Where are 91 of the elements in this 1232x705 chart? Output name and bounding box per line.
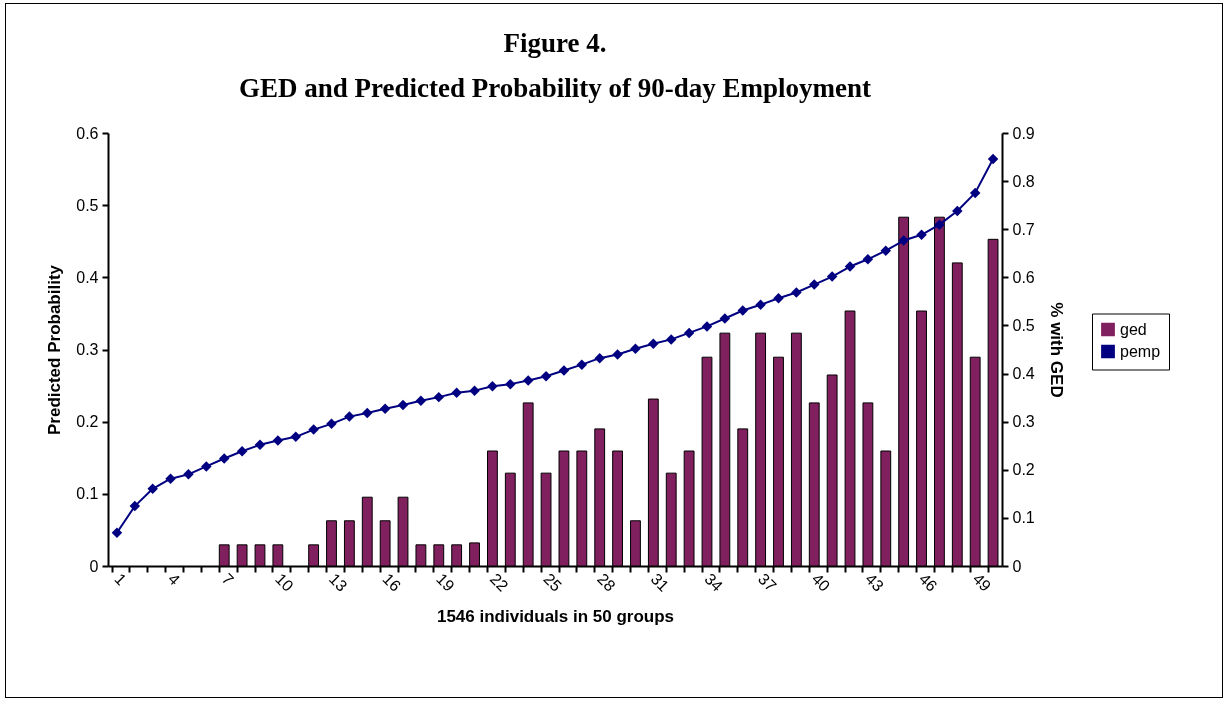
point [576, 359, 588, 370]
x-tick-label: 13 [325, 570, 351, 595]
point [558, 365, 570, 376]
y2-tick-label: 0.2 [1012, 461, 1035, 479]
point [719, 313, 731, 324]
point [916, 229, 927, 240]
point [683, 327, 695, 339]
y-tick-label: 0.3 [76, 341, 99, 358]
x-tick-label: 4 [164, 570, 184, 589]
point [201, 461, 212, 472]
point [397, 399, 409, 411]
x-tick-label: 25 [540, 570, 566, 595]
point [415, 395, 427, 406]
point [290, 431, 301, 443]
point [540, 370, 552, 382]
y2-tick-label: 0 [1012, 557, 1022, 575]
point [969, 187, 981, 199]
point [236, 446, 248, 457]
point [469, 385, 480, 396]
point [826, 271, 838, 282]
point [129, 500, 141, 512]
point [147, 483, 158, 495]
y2-tick-label: 0.8 [1012, 172, 1035, 190]
x-tick-label: 43 [862, 570, 887, 595]
point [612, 349, 623, 360]
point [451, 387, 462, 399]
point [344, 411, 355, 422]
y-tick-label: 0 [89, 557, 99, 575]
x-tick-label: 34 [701, 570, 726, 595]
x-tick-label: 49 [969, 570, 995, 595]
point [844, 261, 856, 272]
point [665, 334, 677, 345]
x-tick-label: 28 [594, 570, 619, 595]
y-tick-label: 0.4 [76, 268, 99, 286]
legend-label: pemp [1120, 342, 1161, 360]
point [379, 403, 391, 414]
chart-subtitle: GED and Predicted Probability of 90-day Employment [238, 73, 872, 103]
point [862, 254, 874, 265]
point [505, 378, 516, 390]
point [987, 153, 999, 165]
y2-tick-label: 0.6 [1012, 268, 1035, 286]
y-tick-label: 0.1 [76, 485, 99, 503]
point [326, 418, 337, 430]
x-tick-label: 1 [111, 570, 130, 589]
x-axis-title: 1546 individuals in 50 groups [436, 606, 675, 626]
point [648, 338, 659, 349]
point [737, 305, 748, 316]
y2-tick-label: 0.1 [1012, 509, 1035, 527]
point [522, 375, 534, 386]
y2-tick-label: 0.5 [1012, 316, 1035, 334]
point [898, 235, 909, 246]
point [111, 527, 123, 539]
point [934, 219, 945, 230]
y2-tick-label: 0.9 [1012, 124, 1035, 142]
x-tick-label: 19 [433, 570, 458, 595]
point [809, 279, 820, 290]
point [487, 381, 498, 392]
chart-title: Figure 4. [503, 28, 607, 58]
x-tick-label: 16 [379, 570, 405, 595]
x-tick-label: 40 [808, 570, 834, 595]
y2-tick-label: 0.4 [1012, 365, 1035, 383]
point [701, 321, 713, 332]
point [218, 453, 230, 464]
x-tick-label: 46 [915, 570, 941, 595]
point [880, 245, 892, 256]
point [308, 424, 319, 435]
point [755, 299, 766, 310]
y-tick-label: 0.6 [76, 124, 99, 142]
y2-tick-label: 0.7 [1012, 220, 1035, 238]
point [773, 293, 784, 304]
point [254, 439, 266, 450]
x-tick-label: 37 [754, 570, 780, 595]
point [362, 407, 373, 419]
point [165, 473, 176, 484]
x-tick-label: 10 [272, 570, 297, 595]
x-tick-label: 31 [647, 570, 673, 595]
y-tick-label: 0.5 [76, 196, 99, 214]
point [272, 435, 284, 446]
x-tick-label: 22 [486, 570, 512, 595]
y-axis-title: Predicted Probability [45, 264, 65, 436]
point [594, 352, 605, 364]
point [630, 343, 641, 355]
y2-axis-title: % with GED [1046, 302, 1066, 398]
y2-tick-label: 0.3 [1012, 413, 1035, 431]
legend-label: ged [1120, 320, 1147, 338]
y-tick-label: 0.2 [76, 413, 99, 431]
point [791, 287, 802, 298]
point [433, 391, 445, 403]
x-tick-label: 7 [218, 570, 237, 589]
point [952, 205, 963, 217]
point [183, 469, 194, 480]
